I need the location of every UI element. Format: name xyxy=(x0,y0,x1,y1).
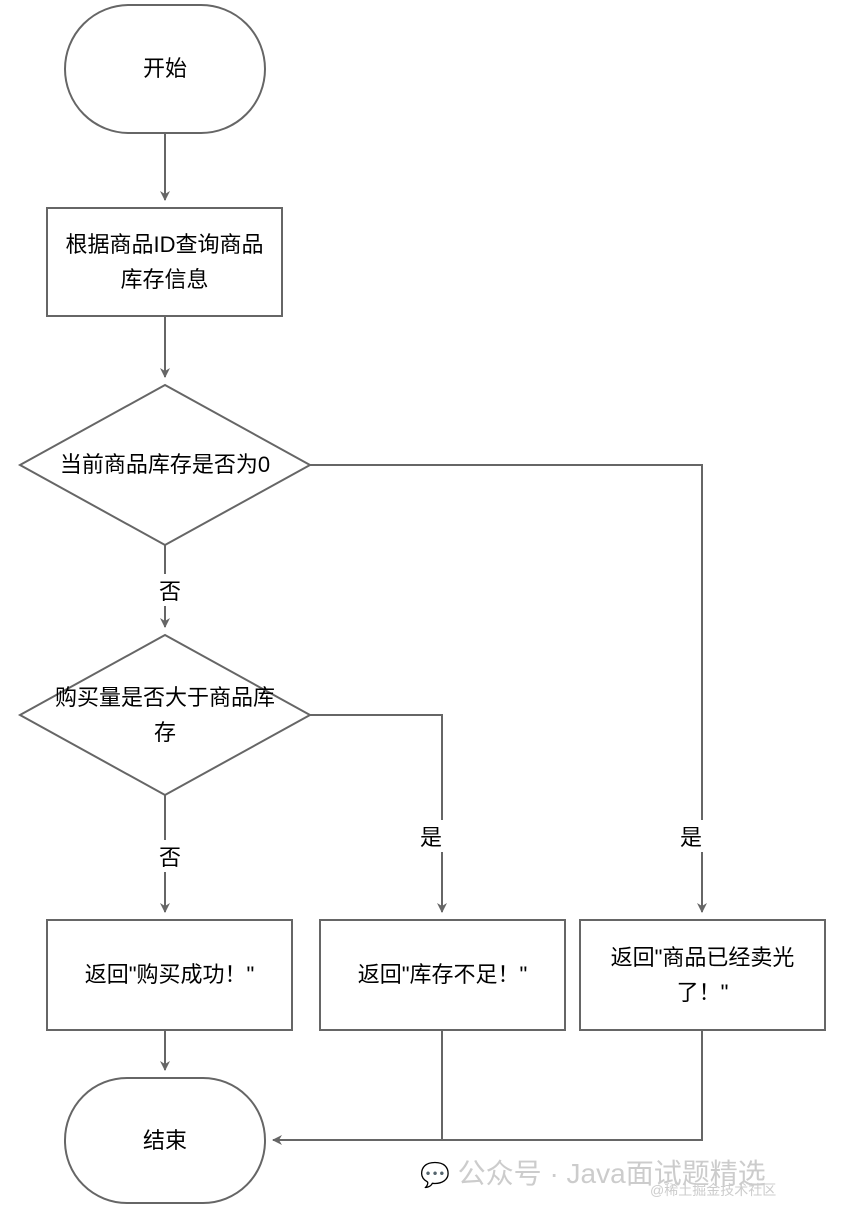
node-start xyxy=(65,5,265,133)
edge-label-dec1-yes: 是 xyxy=(676,820,706,852)
edge-res3-end xyxy=(442,1030,702,1140)
edge-dec1-res3 xyxy=(310,465,702,912)
edge-label-dec2-no: 否 xyxy=(155,840,185,872)
edge-res2-end xyxy=(273,1030,442,1140)
node-res3 xyxy=(580,920,825,1030)
flowchart-canvas xyxy=(0,0,846,1218)
node-res1 xyxy=(47,920,292,1030)
node-end xyxy=(65,1078,265,1203)
node-query xyxy=(47,208,282,316)
node-dec1 xyxy=(20,385,310,545)
edge-label-dec1-no: 否 xyxy=(155,574,185,606)
node-dec2 xyxy=(20,635,310,795)
edge-dec2-res2 xyxy=(310,715,442,912)
edge-label-dec2-yes: 是 xyxy=(416,820,446,852)
node-res2 xyxy=(320,920,565,1030)
